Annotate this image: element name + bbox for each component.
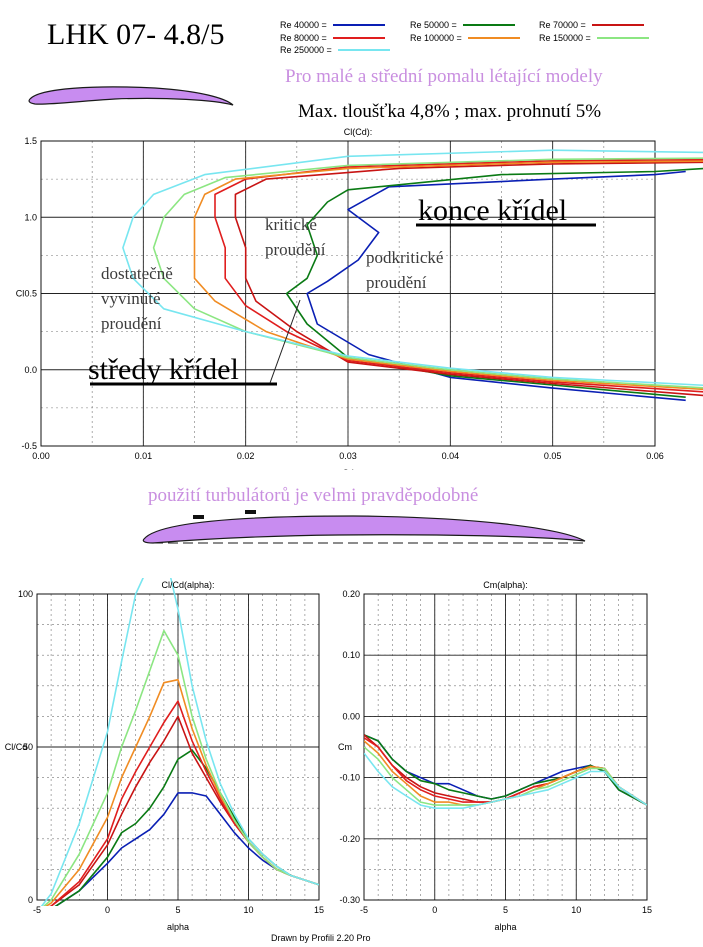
airfoil-specs: Max. tloušťka 4,8% ; max. prohnutí 5% [298, 101, 602, 122]
y-tick-label: -0.10 [339, 773, 360, 783]
y-axis-label: Cl [16, 289, 25, 299]
y-tick-label: 1.0 [24, 212, 37, 222]
y-tick-label: -0.30 [339, 895, 360, 905]
legend-label: Re 150000 = [539, 33, 591, 43]
x-tick-label: -5 [33, 905, 41, 915]
legend-label: Re 80000 = [280, 33, 327, 43]
x-tick-label: 0 [105, 905, 110, 915]
turbulator-note: použití turbulátorů je velmi pravděpodob… [148, 485, 479, 506]
series-line-re-100000 [193, 160, 703, 391]
legend-swatch [337, 49, 390, 51]
annotation-konce: konce křídel [418, 194, 567, 227]
series-line-re-250000 [364, 752, 647, 809]
airfoil-large [142, 510, 586, 544]
x-tick-label: 0.06 [646, 451, 664, 461]
annotation-kriticke: proudění [265, 240, 326, 259]
cm-alpha-chart: -5 0 5 10 15 0.20 0.10 0.00 -0.10 -0.20 -0.30 Cm(al… [338, 580, 652, 932]
series-line-re-250000 [40, 578, 319, 906]
y-tick-label: 0.10 [342, 650, 360, 660]
x-axis-label: alpha [494, 922, 516, 932]
x-tick-label: 15 [314, 905, 324, 915]
x-tick-label: 10 [571, 905, 581, 915]
x-tick-label: 0.02 [237, 451, 255, 461]
annotation-podkriticke: podkritické [366, 248, 443, 267]
legend-swatch [467, 37, 520, 39]
legend-item-re100000: Re 100000 = [410, 33, 520, 43]
series-line-re-80000 [214, 158, 703, 393]
plot-frame [36, 593, 320, 901]
chart-title: Cm(alpha): [483, 580, 528, 590]
y-tick-label: 100 [18, 589, 33, 599]
series-line-re-150000 [42, 629, 319, 906]
legend-swatch [462, 24, 515, 26]
legend-item-re40000: Re 40000 = [280, 20, 385, 30]
y-tick-label: 0.0 [24, 365, 37, 375]
footer-credit: Drawn by Profili 2.20 Pro [271, 933, 371, 943]
legend-item-re250000: Re 250000 = [280, 45, 390, 55]
series-line-re-40000 [54, 792, 319, 906]
legend-swatch [332, 24, 385, 26]
legend-item-re80000: Re 80000 = [280, 33, 385, 43]
x-tick-label: 0.00 [32, 451, 50, 461]
legend-item-re150000: Re 150000 = [539, 33, 649, 43]
annotation-dostatecne: vyvinuté [101, 289, 161, 308]
legend-label: Re 100000 = [410, 33, 462, 43]
legend-label: Re 250000 = [280, 45, 332, 55]
x-axis-label: Cd [342, 468, 354, 470]
annotation-stredy: středy křídel [88, 353, 239, 386]
airfoil-small [28, 86, 234, 106]
x-tick-label: 5 [503, 905, 508, 915]
x-tick-label: 0.05 [544, 451, 562, 461]
legend: Re 40000 = Re 50000 = Re 70000 = Re 8000… [280, 20, 680, 60]
annotation-dostatecne: proudění [101, 314, 162, 333]
legend-label: Re 70000 = [539, 20, 586, 30]
x-tick-label: 0 [432, 905, 437, 915]
series-line-re-250000 [122, 149, 703, 387]
legend-swatch [332, 37, 385, 39]
series-group [40, 578, 319, 906]
annotation-pointer [269, 299, 301, 384]
x-tick-label: 15 [642, 905, 652, 915]
chart-title: Cl(Cd): [344, 127, 373, 137]
x-tick-label: 0.03 [339, 451, 357, 461]
y-tick-label: 50 [23, 742, 33, 752]
series-line-re-50000 [364, 734, 647, 806]
y-tick-label: 0.00 [342, 711, 360, 721]
chart-title: Cl/Cd(alpha): [161, 580, 214, 590]
series-line-re-70000 [234, 161, 703, 397]
legend-item-re50000: Re 50000 = [410, 20, 515, 30]
y-tick-label: 0 [28, 895, 33, 905]
annotation-dostatecne: dostatečně [101, 264, 173, 283]
subtitle: Pro malé a střední pomalu létající model… [285, 66, 603, 87]
x-tick-label: -5 [360, 905, 368, 915]
x-tick-label: 5 [175, 905, 180, 915]
cl-cd-chart: 0.00 0.01 0.02 0.03 0.04 0.05 0.06 -0.5 0.0 0.5 1.… [16, 127, 703, 470]
x-tick-label: 0.04 [442, 451, 460, 461]
x-tick-label: 10 [243, 905, 253, 915]
y-tick-label: -0.20 [339, 834, 360, 844]
series-group [122, 149, 703, 402]
legend-label: Re 50000 = [410, 20, 457, 30]
series-line-re-150000 [152, 157, 703, 389]
legend-swatch [596, 37, 649, 39]
annotation-podkriticke: proudění [366, 273, 427, 292]
series-group [364, 734, 647, 809]
y-tick-label: 0.5 [24, 289, 37, 299]
legend-label: Re 40000 = [280, 20, 327, 30]
y-tick-label: 0.20 [342, 589, 360, 599]
y-axis-label: Cm [338, 742, 352, 752]
page-title: LHK 07- 4.8/5 [47, 18, 225, 51]
y-tick-label: -0.5 [21, 441, 37, 451]
legend-item-re70000: Re 70000 = [539, 20, 644, 30]
annotation-kriticke: kritické [265, 215, 317, 234]
x-tick-label: 0.01 [135, 451, 153, 461]
x-axis-label: alpha [167, 922, 189, 932]
y-axis-label: Cl/Cd [5, 742, 28, 752]
legend-swatch [591, 24, 644, 26]
y-tick-label: 1.5 [24, 136, 37, 146]
plot-frame [40, 140, 656, 447]
